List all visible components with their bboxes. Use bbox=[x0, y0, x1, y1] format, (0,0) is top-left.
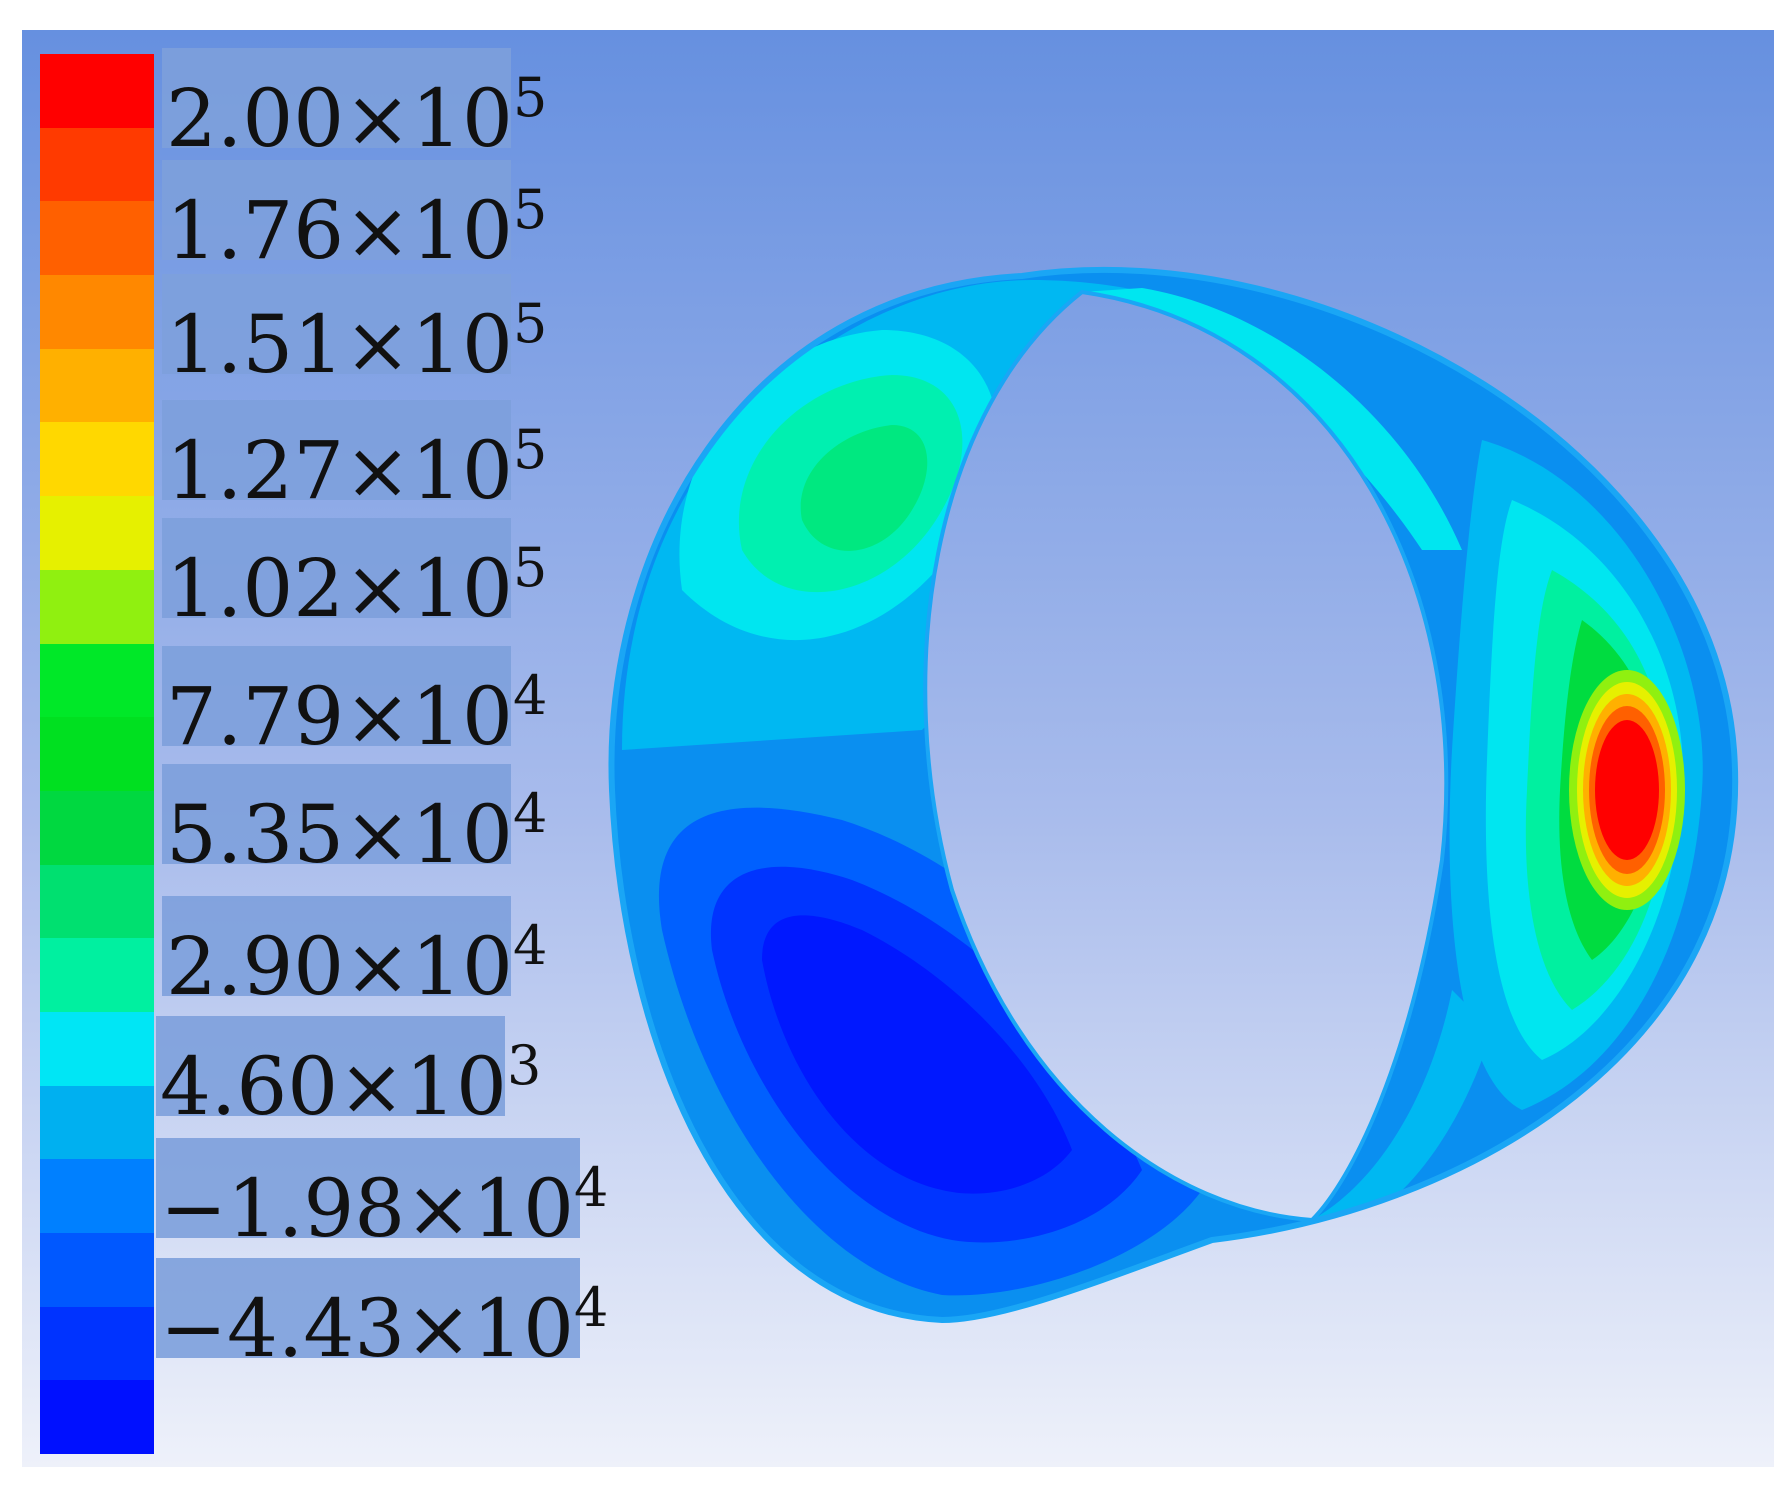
color-band bbox=[40, 569, 154, 644]
tick-exponent: 3 bbox=[506, 1034, 542, 1097]
color-band bbox=[40, 422, 154, 497]
color-band bbox=[40, 1380, 154, 1455]
color-band bbox=[40, 348, 154, 423]
legend-tick-label: 2.00×105 bbox=[162, 48, 547, 165]
tick-mantissa: 2.00×10 bbox=[166, 72, 513, 165]
legend-tick-label: 4.60×103 bbox=[156, 1016, 541, 1133]
legend-tick-label: 1.76×105 bbox=[162, 160, 547, 277]
tick-exponent: 4 bbox=[512, 782, 548, 845]
legend-tick-label: 1.02×105 bbox=[162, 518, 547, 635]
tick-mantissa: −4.43×10 bbox=[160, 1282, 574, 1375]
tick-exponent: 4 bbox=[573, 1156, 609, 1219]
legend-tick-label: 1.51×105 bbox=[162, 274, 547, 391]
tick-mantissa: 2.90×10 bbox=[166, 920, 513, 1013]
tick-mantissa: 1.76×10 bbox=[166, 184, 513, 277]
color-band bbox=[40, 1159, 154, 1233]
legend-tick-label: 2.90×104 bbox=[162, 896, 547, 1013]
color-band bbox=[40, 496, 154, 570]
color-band bbox=[40, 1306, 154, 1381]
tick-mantissa: 1.27×10 bbox=[166, 424, 513, 517]
color-band bbox=[40, 938, 154, 1012]
legend-tick-label: 7.79×104 bbox=[162, 646, 547, 763]
tick-mantissa: 4.60×10 bbox=[160, 1040, 507, 1133]
tick-mantissa: 1.02×10 bbox=[166, 542, 513, 635]
tick-exponent: 5 bbox=[512, 178, 548, 241]
color-band bbox=[40, 54, 154, 128]
color-band bbox=[40, 717, 154, 791]
tick-exponent: 5 bbox=[512, 536, 548, 599]
color-legend-bar bbox=[40, 54, 154, 1455]
pressure-contour-ring bbox=[608, 266, 1739, 1324]
color-band bbox=[40, 1085, 154, 1160]
color-band bbox=[40, 127, 154, 202]
color-band bbox=[40, 790, 154, 865]
color-band bbox=[40, 1233, 154, 1307]
contour-viewport: 2.00×105 1.76×105 1.51×105 1.27×105 1.02×105… bbox=[22, 30, 1774, 1467]
color-band bbox=[40, 201, 154, 276]
color-band bbox=[40, 643, 154, 718]
tick-exponent: 4 bbox=[573, 1276, 609, 1339]
tick-exponent: 4 bbox=[512, 664, 548, 727]
legend-tick-label: −1.98×104 bbox=[156, 1138, 608, 1255]
tick-exponent: 5 bbox=[512, 66, 548, 129]
tick-exponent: 5 bbox=[512, 418, 548, 481]
tick-exponent: 4 bbox=[512, 914, 548, 977]
legend-tick-label: −4.43×104 bbox=[156, 1258, 608, 1375]
color-band bbox=[40, 864, 154, 939]
tick-mantissa: 1.51×10 bbox=[166, 298, 513, 391]
tick-mantissa: 7.79×10 bbox=[166, 670, 513, 763]
tick-mantissa: 5.35×10 bbox=[166, 788, 513, 881]
legend-tick-label: 1.27×105 bbox=[162, 400, 547, 517]
tick-mantissa: −1.98×10 bbox=[160, 1162, 574, 1255]
tick-exponent: 5 bbox=[512, 292, 548, 355]
color-band bbox=[40, 275, 154, 349]
color-band bbox=[40, 1011, 154, 1086]
legend-tick-label: 5.35×104 bbox=[162, 764, 547, 881]
